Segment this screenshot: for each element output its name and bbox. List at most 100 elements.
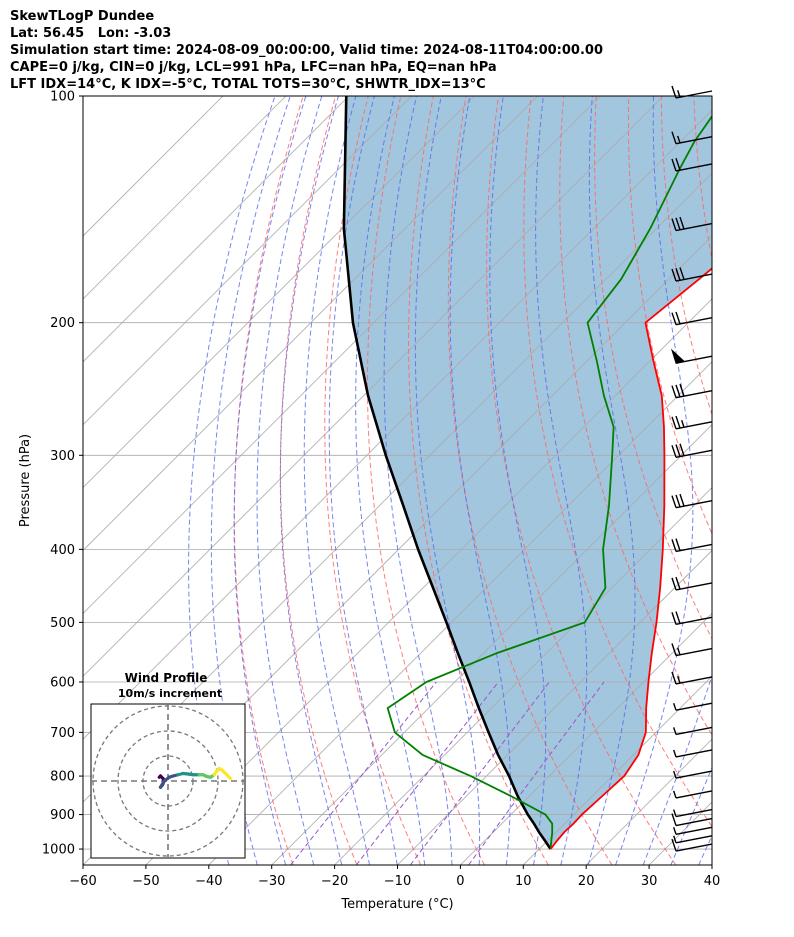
wind-barb	[671, 267, 713, 282]
y-axis-label: Pressure (hPa)	[18, 434, 33, 527]
wind-barb-staff	[675, 616, 713, 626]
hodograph-subtitle: 10m/s increment	[118, 687, 222, 700]
wind-barb-feather	[671, 612, 677, 625]
wind-barbs	[670, 85, 713, 852]
mixing-ratio-lines	[290, 681, 605, 865]
wind-barb-feather	[675, 217, 681, 231]
wind-barb-feather	[675, 157, 681, 171]
moist-adiabat	[279, 96, 343, 865]
profile-lines	[342, 96, 712, 850]
wind-barb-feather	[673, 727, 677, 735]
wind-barb	[673, 835, 713, 844]
wind-barb-feather	[675, 538, 681, 551]
title-location: Lat: 56.45 Lon: -3.03	[10, 26, 172, 41]
wind-barb-feather	[671, 643, 677, 656]
isotherm-line	[523, 675, 712, 865]
moist-adiabat	[383, 96, 453, 865]
wind-barb	[673, 726, 713, 736]
hodograph-inset: Wind Profile 10m/s increment	[90, 671, 246, 859]
wind-barb-staff	[675, 421, 713, 430]
wind-barb-feather	[671, 416, 677, 430]
wind-barb-flag	[670, 348, 686, 364]
wind-barb-staff	[675, 676, 713, 685]
wind-barb	[673, 702, 713, 711]
isotherm-line	[83, 96, 224, 237]
wind-barb-feather	[679, 383, 685, 397]
wind-barb-staff	[675, 90, 713, 99]
isotherm-line	[83, 96, 350, 363]
wind-barb-feather	[673, 749, 677, 758]
dry-adiabat	[594, 96, 712, 640]
wind-barb	[671, 493, 713, 509]
moist-adiabat	[355, 96, 426, 865]
wind-barb	[671, 813, 713, 827]
wind-barb-feather	[675, 384, 681, 398]
wind-barb-feather	[673, 702, 677, 711]
x-tick-label: −20	[321, 874, 348, 889]
isotherm-line	[83, 96, 412, 426]
wind-barb-feather	[675, 611, 681, 624]
x-tick-label: −40	[195, 874, 222, 889]
wind-barb-feather	[671, 268, 677, 282]
isotherm-line	[83, 96, 287, 300]
mixing-ratio-line	[290, 681, 437, 865]
wind-barb	[671, 576, 713, 591]
wind-barb-staff	[675, 582, 713, 591]
dry-adiabat	[447, 96, 613, 865]
moist-adiabat	[642, 674, 712, 865]
wind-barb-staff	[675, 500, 713, 509]
moist-adiabat	[587, 96, 636, 865]
wind-barb-feather	[671, 577, 677, 591]
parcel-profile-line	[342, 96, 552, 850]
wind-barb-staff	[675, 702, 713, 711]
wind-barb-feather	[675, 415, 681, 429]
moist-adiabat	[727, 96, 794, 865]
isotherm-line	[145, 298, 712, 865]
wind-barb-feather	[671, 539, 677, 552]
mixing-ratio-line	[409, 681, 550, 865]
moist-adiabat	[210, 96, 291, 865]
moist-adiabats	[188, 96, 794, 865]
wind-barb-feather	[679, 267, 685, 280]
axes: −60 −50 −40 −30 −20 −10 0 10 20 30 40 1000 900 800 700…	[18, 90, 720, 913]
moist-adiabat	[670, 766, 712, 865]
wind-barb-feather	[679, 216, 685, 230]
wind-barb-feather	[673, 809, 677, 817]
wind-barb-feather	[671, 445, 677, 458]
wind-barb	[671, 383, 713, 399]
wind-barb-staff	[675, 273, 713, 282]
wind-barb-feather	[675, 444, 681, 457]
wind-barb	[671, 538, 713, 553]
y-tick-label: 500	[50, 616, 75, 631]
wind-barb-feather	[673, 827, 677, 835]
moist-adiabat	[256, 96, 323, 865]
wind-barb-feather	[671, 131, 677, 144]
wind-barb-staff	[675, 163, 713, 172]
isotherm-line	[334, 487, 712, 865]
wind-barb-feather	[675, 311, 681, 325]
wind-barb-feather	[671, 838, 677, 852]
wind-barb-staff	[675, 790, 713, 799]
dry-adiabat	[660, 96, 712, 416]
dry-adiabat	[559, 96, 712, 736]
wind-barb-feather	[677, 135, 681, 144]
wind-barb-feather	[679, 443, 685, 456]
hodograph-ring	[117, 730, 219, 832]
dewpoint-profile-line	[386, 114, 712, 850]
hodograph-title: Wind Profile	[125, 671, 208, 685]
temperature-profile-line	[549, 267, 712, 850]
title-indices: LFT IDX=14°C, K IDX=-5°C, TOTAL TOTS=30°…	[10, 77, 486, 92]
moist-adiabat	[188, 96, 276, 865]
wind-barb-staff	[675, 826, 713, 835]
mixing-ratio-line	[468, 681, 605, 865]
y-tick-label: 300	[50, 449, 75, 464]
x-tick-label: −50	[132, 874, 159, 889]
wind-barb-feather	[675, 576, 681, 590]
cape-area	[343, 96, 712, 850]
isotherm-line	[460, 612, 712, 865]
wind-barb-staff	[675, 726, 713, 736]
x-tick-label: −60	[69, 874, 96, 889]
wind-barb-staff	[675, 389, 713, 399]
y-tick-label: 1000	[42, 843, 75, 858]
